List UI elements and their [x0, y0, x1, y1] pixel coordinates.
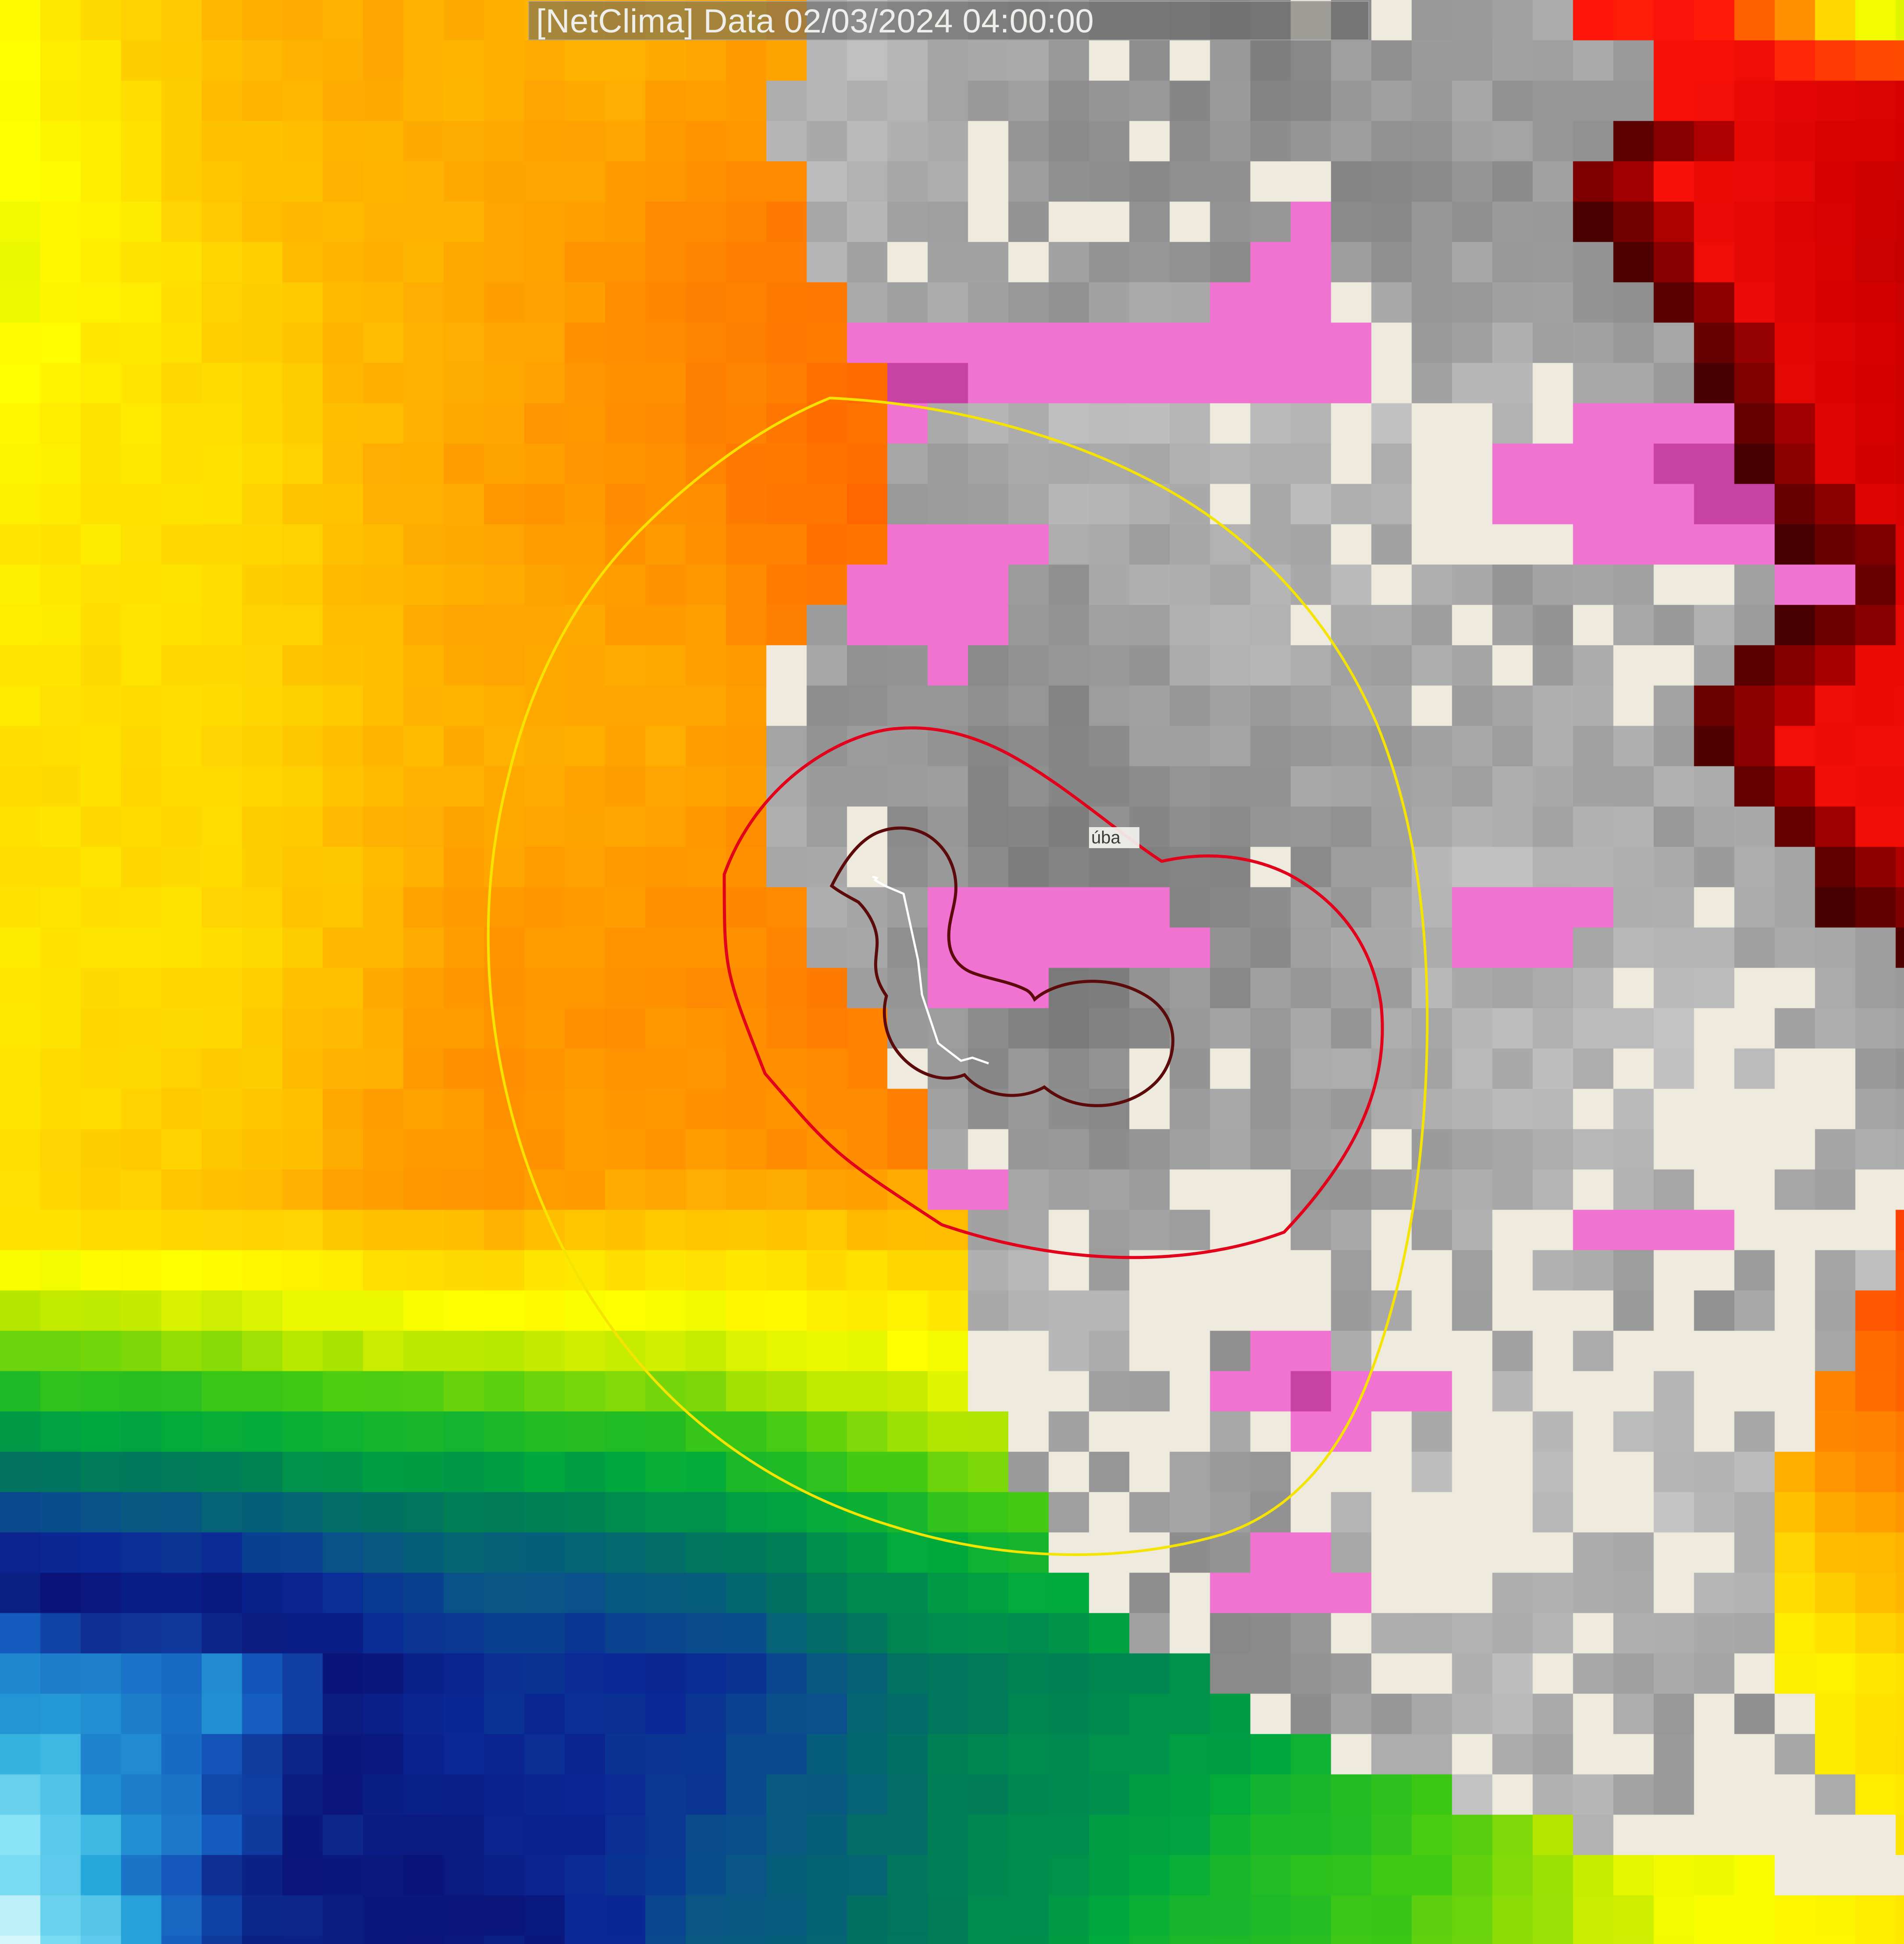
svg-text:úba: úba — [1091, 828, 1121, 847]
